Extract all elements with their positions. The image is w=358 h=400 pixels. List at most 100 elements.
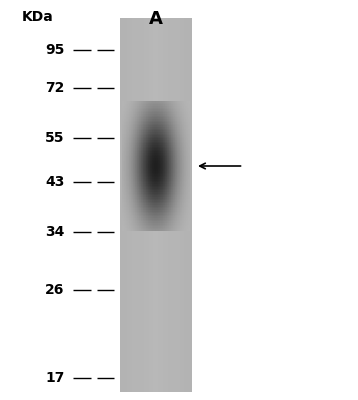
Bar [151,216,152,218]
Bar [188,120,189,122]
Bar [169,156,170,158]
Bar [136,112,137,114]
Bar [145,104,146,106]
Bar [127,224,128,226]
Bar [145,213,146,215]
Bar [181,224,182,226]
Bar [165,174,166,176]
Bar [133,130,134,132]
Bar [165,214,166,216]
Bar [169,175,170,177]
Bar [172,112,173,114]
Bar [185,162,186,164]
Bar [168,206,169,208]
Bar [186,122,187,124]
Bar [144,172,145,174]
Bar [165,154,166,156]
Bar [180,122,181,124]
Bar [145,151,146,153]
Bar [176,112,177,114]
Bar [129,136,130,138]
Bar [172,151,173,153]
Bar [186,156,187,158]
Bar [144,112,145,114]
Bar [160,18,163,392]
Bar [134,216,135,218]
Bar [188,219,189,221]
Bar [151,112,152,114]
Bar [156,149,158,151]
Bar [173,174,174,176]
Bar [126,177,127,179]
Bar [122,182,124,184]
Bar [131,104,132,106]
Bar [177,219,178,221]
Bar [177,110,178,112]
Bar [180,151,181,153]
Bar [178,112,179,114]
Bar [150,112,151,114]
Bar [169,118,170,120]
Bar [147,222,149,224]
Bar [184,106,185,108]
Bar [126,227,127,229]
Bar [133,161,134,163]
Bar [164,195,165,197]
Bar [188,172,189,174]
Bar [162,106,163,108]
Bar [178,182,179,184]
Bar [160,132,161,134]
Bar [172,156,173,158]
Bar [154,132,155,134]
Bar [165,114,166,116]
Bar [156,201,157,203]
Bar [153,166,154,168]
Bar [171,133,172,135]
Bar [135,219,136,221]
Bar [148,166,149,168]
Bar [169,174,170,176]
Bar [131,161,132,163]
Bar [175,213,176,215]
Bar [184,127,185,129]
Bar [143,166,144,168]
Bar [131,128,132,130]
Bar [160,140,161,142]
Bar [145,167,146,169]
Bar [161,164,162,166]
Bar [188,154,189,156]
Bar [186,162,187,164]
Bar [171,184,173,186]
Bar [122,203,124,205]
Bar [156,188,157,190]
Bar [131,101,132,103]
Bar [147,196,149,198]
Bar [158,153,159,155]
Bar [147,102,148,104]
Bar [164,179,165,181]
Bar [139,213,140,215]
Bar [186,153,187,155]
Bar [123,201,124,203]
Bar [144,161,145,163]
Bar [167,153,168,155]
Bar [142,122,143,124]
Bar [178,101,179,103]
Bar [173,106,174,108]
Bar [174,107,175,109]
Bar [150,151,151,153]
Bar [178,156,179,158]
Bar [155,169,156,171]
Bar [173,195,174,197]
Bar [156,229,157,231]
Bar [184,175,185,177]
Bar [169,214,170,216]
Bar [186,127,187,129]
Bar [151,169,152,171]
Bar [152,115,153,117]
Bar [180,125,181,127]
Bar [170,219,171,221]
Bar [151,127,152,129]
Bar [129,180,130,182]
Bar [184,211,185,213]
